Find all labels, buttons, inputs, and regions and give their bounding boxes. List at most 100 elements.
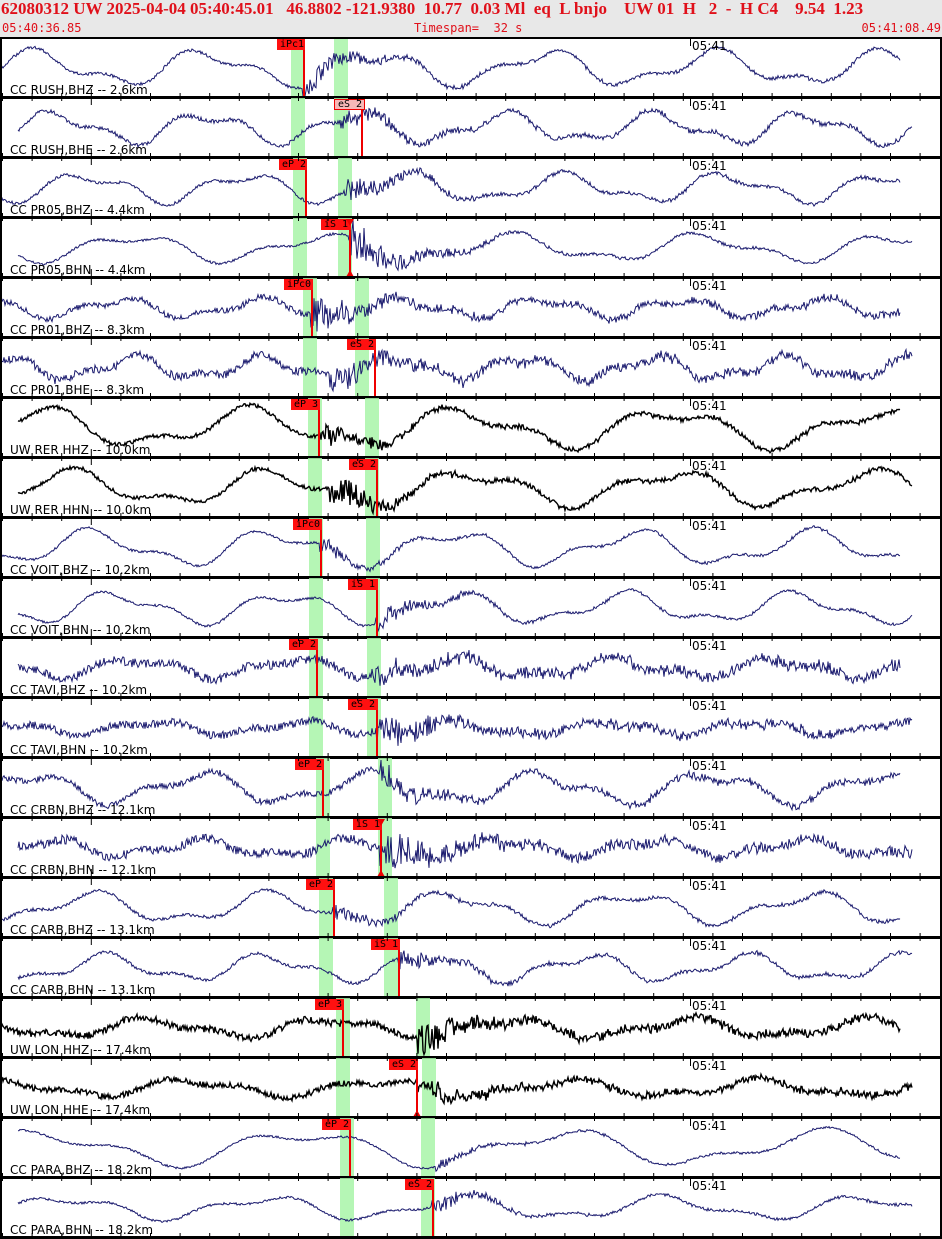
pick-marker-line[interactable]	[376, 579, 378, 636]
station-channel-label: CC PR05,BHZ -- 4.4km	[10, 203, 145, 217]
pick-marker-line[interactable]	[303, 39, 305, 96]
pick-label[interactable]: iS 1	[348, 579, 378, 590]
trace-row[interactable]: iPc0 05:41 CC PR01,BHZ -- 8.3km	[0, 278, 942, 338]
pick-marker-line[interactable]	[311, 279, 313, 336]
pick-marker-line[interactable]	[432, 1179, 434, 1236]
trace-row[interactable]: eS 2 05:41 CC PR01,BHE -- 8.3km	[0, 338, 942, 398]
waveform	[17, 1125, 901, 1173]
pick-label[interactable]: eP 2	[279, 159, 307, 170]
trace-separator	[0, 996, 942, 999]
pick-label[interactable]: eP 3	[315, 999, 344, 1010]
trace-row[interactable]: eP 2 05:41 CC PARA,BHZ -- 18.2km	[0, 1118, 942, 1178]
pick-marker-line[interactable]	[376, 699, 378, 756]
pick-label[interactable]: eP 2	[322, 1119, 351, 1130]
p-window-band	[319, 878, 333, 938]
minute-tick	[690, 218, 691, 226]
pick-label[interactable]: iPc0	[284, 279, 313, 290]
panel-left-border	[0, 37, 2, 1238]
minute-tick	[690, 698, 691, 706]
trace-row[interactable]: iS 1 05:41 CC PR05,BHN -- 4.4km	[0, 218, 942, 278]
p-window-band	[303, 338, 317, 398]
pick-label[interactable]: eS 2	[405, 1179, 434, 1190]
pick-label[interactable]: eS 2	[349, 459, 378, 470]
pick-label[interactable]: iS 1	[371, 939, 400, 950]
trace-row[interactable]: eS 2 05:41 UW RER HHN -- 10.0km	[0, 458, 942, 518]
minute-tick	[690, 38, 691, 46]
pick-marker-line[interactable]	[333, 879, 335, 936]
event-header: 62080312 UW 2025-04-04 05:40:45.01 46.88…	[0, 0, 942, 38]
trace-row[interactable]: iS 1 05:41 CC CRBN,BHN -- 12.1km	[0, 818, 942, 878]
pick-label[interactable]: eP 2	[306, 879, 335, 890]
pick-marker-line[interactable]	[342, 999, 344, 1056]
trace-row[interactable]: eS 2 05:41 CC RUSH,BHE -- 2.6km	[0, 98, 942, 158]
waveform	[0, 759, 901, 812]
trace-row[interactable]: eP 2 05:41 CC CARB,BHZ -- 13.1km	[0, 878, 942, 938]
trace-row[interactable]: eP 3 05:41 UW LON HHZ -- 17.4km	[0, 998, 942, 1058]
pick-label[interactable]: iPc1	[277, 39, 305, 50]
pick-label[interactable]: eS 2	[334, 99, 365, 110]
waveform	[0, 713, 913, 749]
waveform	[17, 401, 901, 454]
pick-triangle-down-icon	[346, 219, 354, 226]
pick-marker-line[interactable]	[376, 459, 378, 516]
trace-separator	[0, 1176, 942, 1179]
pick-marker-line[interactable]	[349, 1119, 351, 1176]
trace-row[interactable]: eP 2 05:41 CC CRBN,BHZ -- 12.1km	[0, 758, 942, 818]
pick-marker-line[interactable]	[416, 1059, 418, 1116]
pick-marker-line[interactable]	[322, 759, 324, 816]
pick-marker-line[interactable]	[361, 99, 363, 156]
trace-row[interactable]: eP 2 05:41 CC TAVI,BHZ -- 10.2km	[0, 638, 942, 698]
trace-separator	[0, 216, 942, 219]
pick-marker-line[interactable]	[380, 819, 382, 876]
waveform	[17, 650, 901, 686]
minute-time-marker: 05:41	[692, 1119, 727, 1133]
pick-marker-line[interactable]	[318, 399, 320, 456]
pick-marker-line[interactable]	[349, 219, 351, 276]
pick-label[interactable]: eS 2	[348, 699, 378, 710]
seismogram-panel[interactable]: iPc1 05:41 CC RUSH,BHZ -- 2.6km eS 2 05:41 CC…	[0, 37, 942, 1239]
minute-time-marker: 05:41	[692, 1059, 727, 1073]
minute-time-marker: 05:41	[692, 459, 727, 473]
trace-separator	[0, 336, 942, 339]
trace-row[interactable]: iPc0 05:41 CC VOIT,BHZ -- 10.2km	[0, 518, 942, 578]
p-window-band	[309, 698, 323, 758]
trace-separator	[0, 37, 942, 39]
trace-row[interactable]: eS 2 05:41 UW LON HHE -- 17.4km	[0, 1058, 942, 1118]
trace-separator	[0, 936, 942, 939]
minute-tick	[690, 518, 691, 526]
trace-row[interactable]: eS 2 05:41 CC TAVI,BHN -- 10.2km	[0, 698, 942, 758]
minute-time-marker: 05:41	[692, 339, 727, 353]
s-window-band	[421, 1118, 435, 1178]
p-window-band	[340, 1178, 354, 1238]
s-window-band	[384, 938, 398, 998]
trace-row[interactable]: eP 3 05:41 UW RER HHZ -- 10.0km	[0, 398, 942, 458]
trace-row[interactable]: eS 2 05:41 CC PARA,BHN -- 18.2km	[0, 1178, 942, 1238]
trace-row[interactable]: iPc1 05:41 CC RUSH,BHZ -- 2.6km	[0, 38, 942, 98]
pick-label[interactable]: eP 2	[295, 759, 324, 770]
pick-marker-line[interactable]	[374, 339, 376, 396]
s-window-band	[338, 158, 352, 218]
station-channel-label: CC TAVI,BHN -- 10.2km	[10, 743, 148, 757]
pick-label[interactable]: iPc0	[293, 519, 322, 530]
trace-row[interactable]: iS 1 05:41 CC CARB,BHN -- 13.1km	[0, 938, 942, 998]
waveform	[0, 291, 901, 332]
pick-label[interactable]: eP 3	[291, 399, 320, 410]
station-channel-label: UW LON HHZ -- 17.4km	[10, 1043, 151, 1057]
minute-time-marker: 05:41	[692, 399, 727, 413]
pick-label[interactable]: eS 2	[389, 1059, 418, 1070]
trace-separator	[0, 96, 942, 99]
station-channel-label: CC CRBN,BHZ -- 12.1km	[10, 803, 156, 817]
trace-row[interactable]: eP 2 05:41 CC PR05,BHZ -- 4.4km	[0, 158, 942, 218]
minute-time-marker: 05:41	[692, 99, 727, 113]
pick-label[interactable]: iS 1	[321, 219, 351, 230]
trace-row[interactable]: iS 1 05:41 CC VOIT,BHN -- 10.2km	[0, 578, 942, 638]
pick-marker-line[interactable]	[305, 159, 307, 216]
pick-marker-line[interactable]	[316, 639, 318, 696]
minute-tick	[690, 98, 691, 106]
pick-marker-line[interactable]	[320, 519, 322, 576]
p-window-band	[316, 818, 330, 878]
pick-label[interactable]: eP 2	[289, 639, 318, 650]
pick-label[interactable]: eS 2	[347, 339, 376, 350]
pick-marker-line[interactable]	[398, 939, 400, 996]
minute-tick	[690, 1118, 691, 1126]
